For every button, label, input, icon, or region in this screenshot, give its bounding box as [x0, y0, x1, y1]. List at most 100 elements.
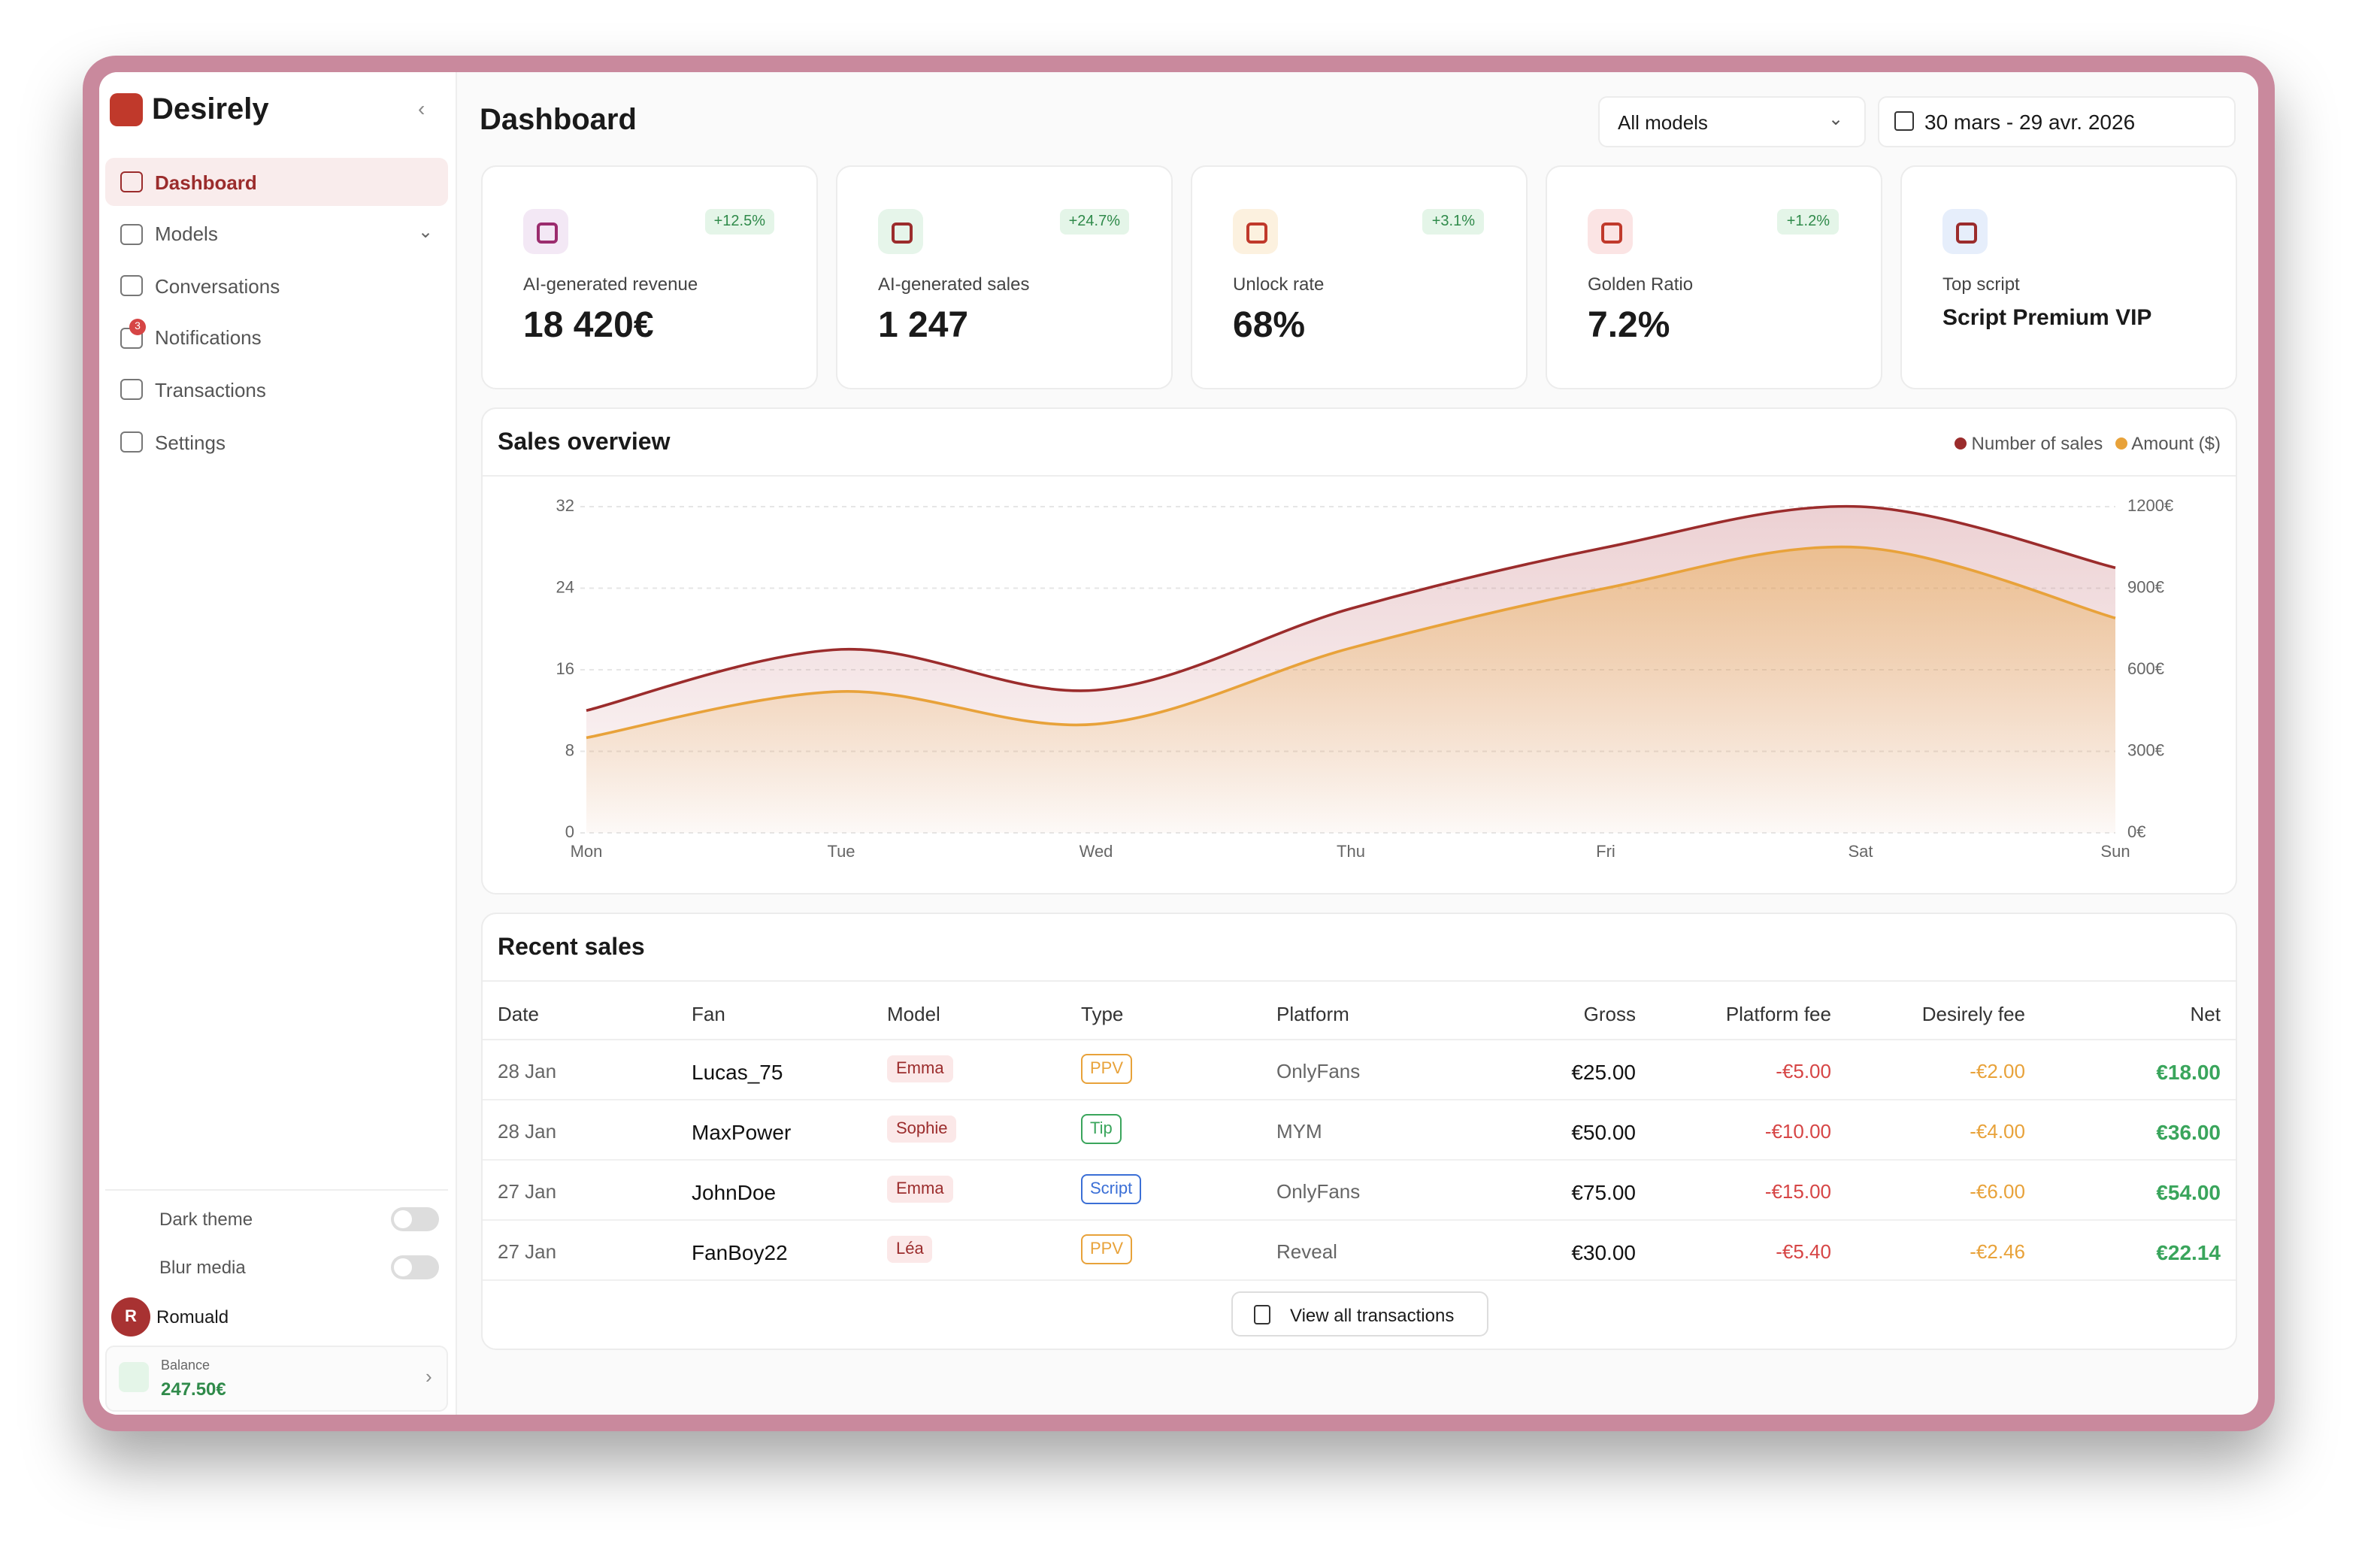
kpi-icon-glyph	[892, 223, 913, 244]
nav-icon	[120, 431, 143, 453]
net: €22.14	[2156, 1240, 2221, 1264]
y-tick-label: 8	[565, 740, 574, 759]
nav-item[interactable]: Transactions	[105, 366, 448, 414]
nav-label: Notifications	[155, 326, 262, 350]
platform-fee: -€15.00	[1764, 1180, 1831, 1203]
app-window: Desirely ‹ Dark theme Blur media R Romua…	[99, 72, 2258, 1415]
column-header: Model	[887, 1003, 940, 1025]
date: 28 Jan	[498, 1120, 557, 1143]
kpi-card: +1.2% Golden Ratio 7.2%	[1546, 165, 1882, 389]
x-tick-label: Tue	[827, 842, 855, 861]
column-header: Desirely fee	[1921, 1003, 2025, 1025]
divider	[483, 475, 2236, 477]
column-header: Platform fee	[1725, 1003, 1831, 1025]
nav-label: Models	[155, 223, 218, 246]
kpi-value: 68%	[1233, 305, 1306, 346]
date-picker[interactable]: 30 mars - 29 avr. 2026	[1878, 96, 2236, 147]
column-header: Fan	[692, 1003, 725, 1025]
kpi-change: +24.7%	[1059, 209, 1129, 235]
nav-label: Conversations	[155, 274, 280, 298]
nav-item[interactable]: Conversations	[105, 262, 448, 310]
nav-icon	[120, 379, 143, 401]
blur-media-label: Blur media	[159, 1257, 246, 1278]
icon	[1254, 1305, 1270, 1324]
desirely-fee: -€6.00	[1970, 1180, 2025, 1203]
kpi-value: 1 247	[878, 305, 969, 346]
kpi-icon-glyph	[537, 223, 558, 244]
model-badge: Emma	[887, 1176, 953, 1203]
date: 27 Jan	[498, 1180, 557, 1203]
kpi-card: +3.1% Unlock rate 68%	[1191, 165, 1528, 389]
y-tick-label: 0	[565, 822, 574, 841]
blur-media-toggle[interactable]	[391, 1255, 439, 1279]
y2-tick-label: 900€	[2127, 577, 2164, 596]
nav-label: Settings	[155, 431, 226, 453]
kpi-label: Top script	[1942, 274, 2020, 295]
x-tick-label: Mon	[571, 842, 603, 861]
x-tick-label: Wed	[1079, 842, 1113, 861]
nav-icon	[120, 223, 143, 245]
chart-card: Sales overview Number of sales Amount ($)…	[481, 407, 2237, 895]
wallet-icon	[119, 1362, 149, 1392]
balance-card[interactable]: Balance 247.50€ ›	[105, 1346, 448, 1412]
kpi-change: +3.1%	[1422, 209, 1484, 235]
nav-item[interactable]: Dashboard	[105, 158, 448, 206]
chevron: ⌄	[1828, 108, 1844, 129]
y2-tick-label: 0€	[2127, 822, 2145, 841]
nav-item[interactable]: Notifications 3	[105, 314, 448, 362]
button-text: View all transactions	[1290, 1305, 1455, 1326]
column-header: Platform	[1276, 1003, 1349, 1025]
calendar-icon	[1894, 111, 1914, 131]
nav-item[interactable]: Models ⌄	[105, 210, 448, 258]
chevron: ›	[425, 1365, 432, 1388]
avatar: R	[111, 1297, 150, 1337]
line	[586, 545, 2116, 740]
kpi-icon	[878, 209, 923, 254]
divider	[105, 1189, 448, 1191]
nav-item[interactable]: Settings	[105, 418, 448, 466]
column-header: Type	[1081, 1003, 1124, 1025]
row-divider	[483, 1159, 2236, 1161]
legend-item: Amount ($)	[2115, 433, 2221, 454]
chart: 0 8 16 24 32 0€ 300€ 600€ 900€ 1200€ Mon Tue Wed Thu F…	[556, 496, 2174, 861]
user-name[interactable]: Romuald	[156, 1306, 229, 1327]
balance-label: Balance	[161, 1358, 210, 1373]
legend-label: Number of sales	[1971, 433, 2103, 454]
type-badge: Tip	[1081, 1114, 1122, 1144]
kpi-change: +1.2%	[1777, 209, 1839, 235]
model-badge: Sophie	[887, 1116, 957, 1143]
gross: €30.00	[1571, 1240, 1636, 1264]
column-header: Gross	[1583, 1003, 1636, 1025]
row-divider	[483, 1219, 2236, 1221]
y-tick-label: 24	[556, 577, 574, 596]
area	[586, 546, 2115, 833]
net: €18.00	[2156, 1060, 2221, 1084]
y-tick-label: 32	[556, 496, 574, 515]
view-all-button[interactable]: View all transactions	[1231, 1291, 1488, 1337]
divider	[483, 980, 2236, 982]
date: 27 Jan	[498, 1240, 557, 1263]
kpi-icon	[1233, 209, 1278, 254]
platform: MYM	[1276, 1120, 1322, 1143]
collapse-button[interactable]: ‹	[418, 96, 425, 120]
nav-icon	[120, 171, 143, 192]
desirely-fee: -€4.00	[1970, 1120, 2025, 1143]
kpi-card: Top script Script Premium VIP	[1900, 165, 2237, 389]
desirely-fee: -€2.46	[1970, 1240, 2025, 1263]
page-title: Dashboard	[480, 104, 637, 137]
model-select[interactable]: All models ⌄	[1598, 96, 1866, 147]
date: 28 Jan	[498, 1060, 557, 1082]
x-tick-label: Sat	[1848, 842, 1873, 861]
dark-theme-toggle[interactable]	[391, 1207, 439, 1231]
platform-fee: -€10.00	[1764, 1120, 1831, 1143]
chevron: ⌄	[418, 220, 434, 242]
y2-tick-label: 300€	[2127, 740, 2164, 759]
kpi-icon	[1588, 209, 1633, 254]
y-tick-label: 16	[556, 659, 574, 678]
fan: JohnDoe	[692, 1180, 777, 1204]
x-tick-label: Sun	[2100, 842, 2130, 861]
platform-fee: -€5.00	[1776, 1060, 1831, 1082]
nav-label: Dashboard	[155, 171, 257, 193]
kpi-value: 7.2%	[1588, 305, 1670, 346]
dark-theme-label: Dark theme	[159, 1209, 253, 1230]
